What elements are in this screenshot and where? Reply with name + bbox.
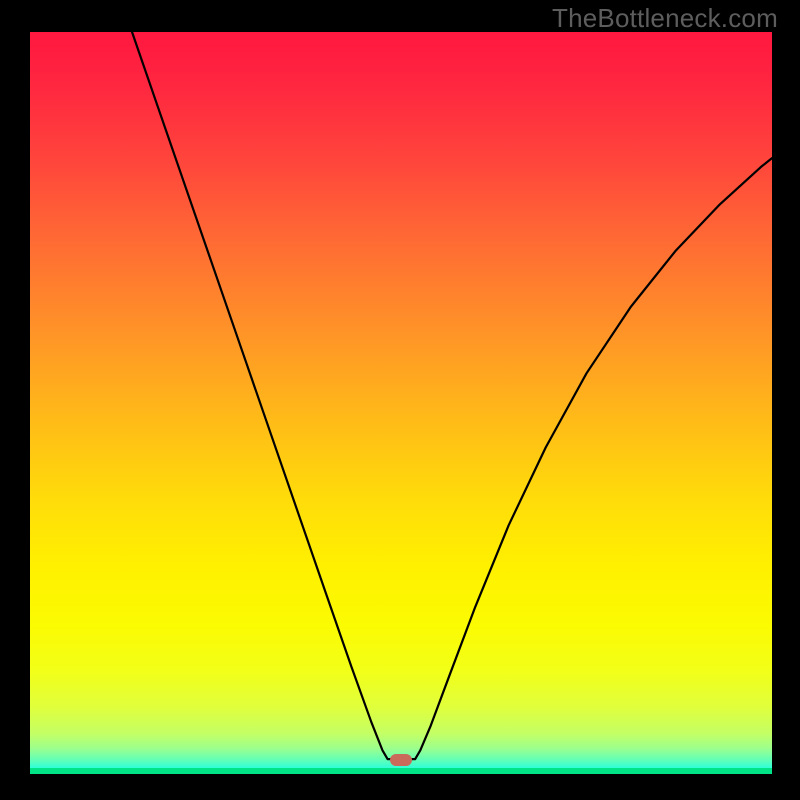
watermark-text: TheBottleneck.com	[552, 3, 778, 34]
bottleneck-curve	[30, 32, 772, 774]
outer-frame: TheBottleneck.com	[0, 0, 800, 800]
plot-area	[30, 32, 772, 774]
optimum-marker	[390, 754, 412, 766]
